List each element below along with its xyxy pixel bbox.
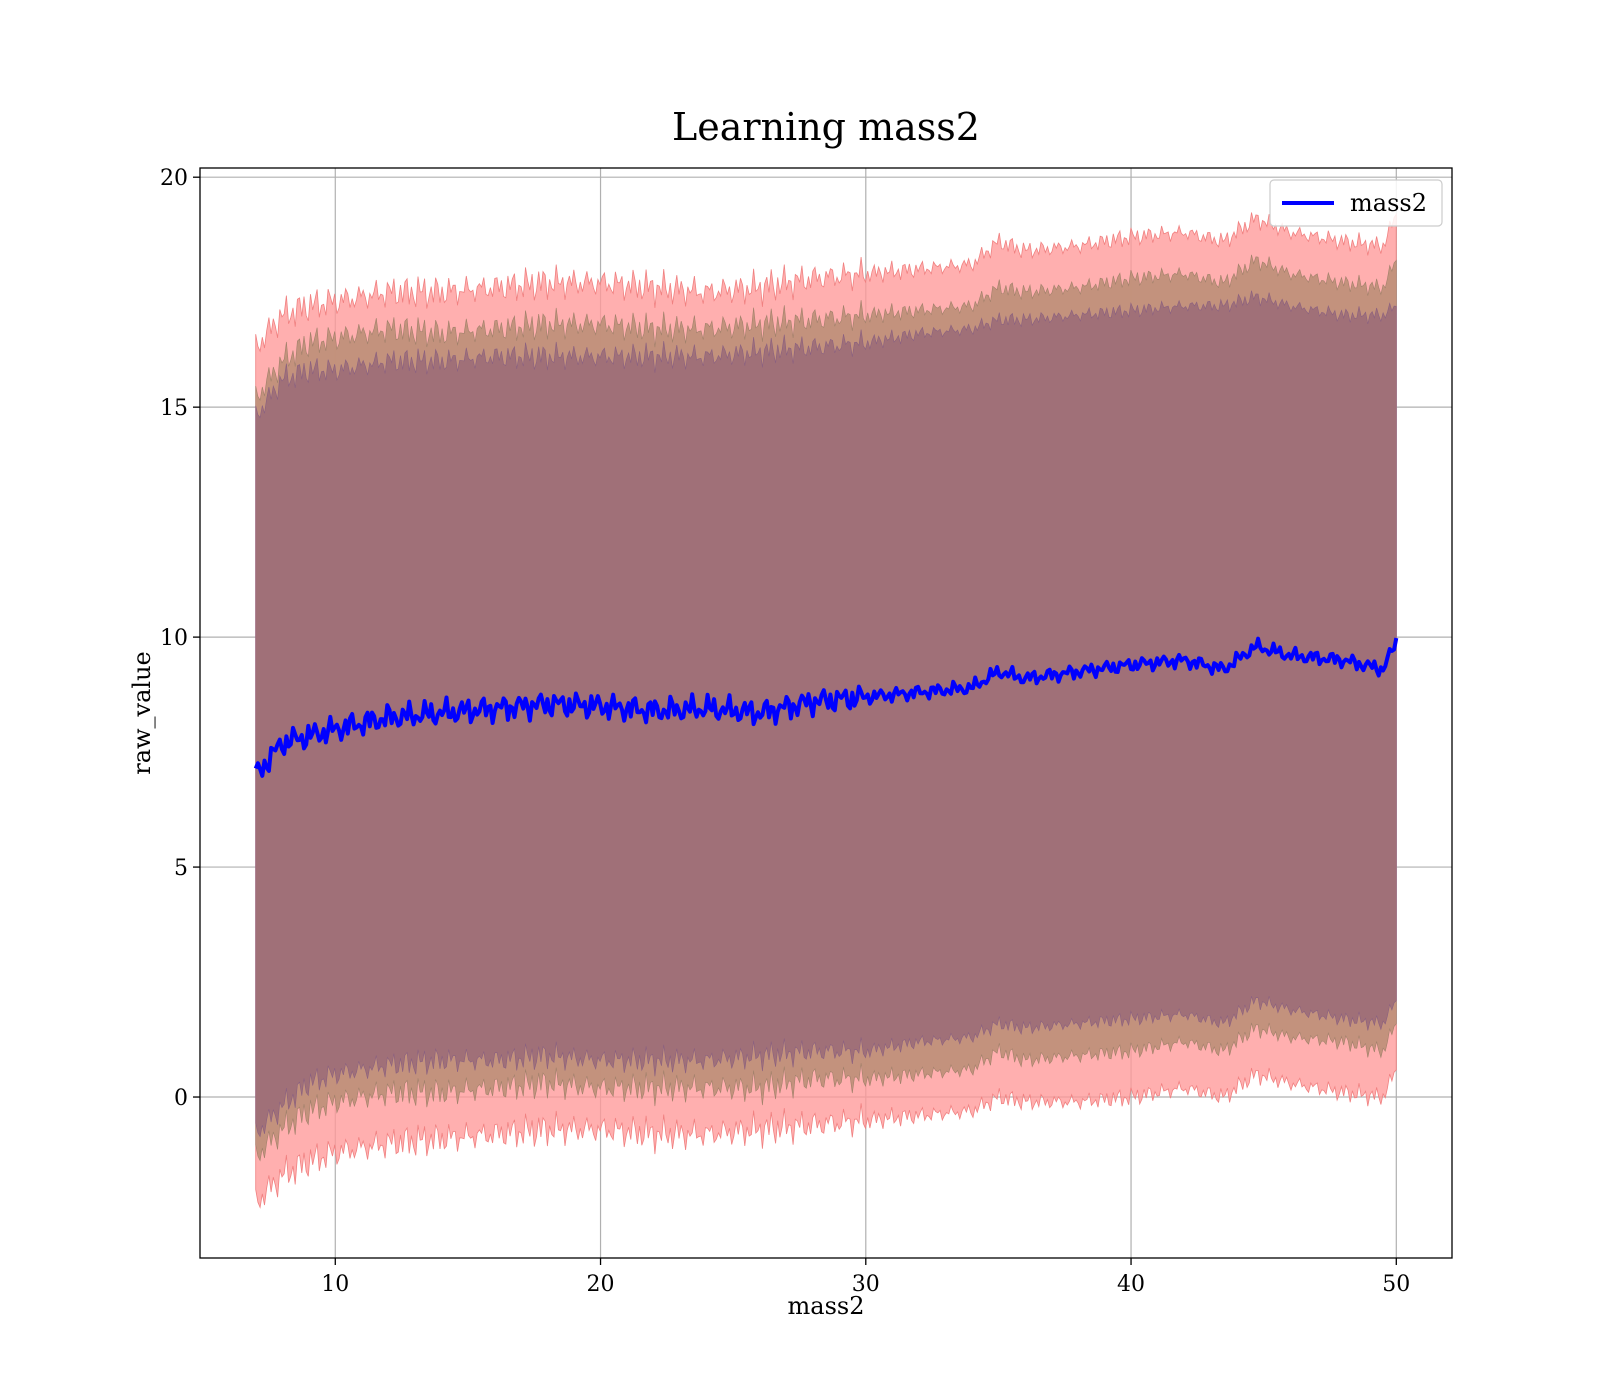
chart-title: Learning mass2	[672, 105, 980, 149]
legend: mass2	[1269, 179, 1443, 227]
x-tick-label: 50	[1382, 1272, 1410, 1297]
series-line-mass2	[253, 636, 1399, 778]
inner-band	[255, 290, 1397, 1138]
x-tick-label: 30	[852, 1272, 880, 1297]
y-tick-label: 0	[174, 1086, 188, 1111]
plot-area: 10 20 30 40 50 0 5 10 15 20	[160, 166, 1453, 1297]
x-tick-label: 40	[1117, 1272, 1145, 1297]
x-axis-label: mass2	[788, 1292, 865, 1320]
tick-marks: 10 20 30 40 50 0 5 10 15 20	[160, 166, 1410, 1297]
series-lines	[253, 636, 1399, 778]
y-tick-label: 15	[160, 396, 188, 421]
x-tick-label: 20	[587, 1272, 615, 1297]
legend-box	[1269, 179, 1443, 227]
legend-label-mass2: mass2	[1350, 189, 1427, 217]
plot-frame	[199, 167, 1453, 1259]
y-axis-label: raw_value	[128, 651, 156, 775]
y-tick-label: 20	[160, 166, 188, 191]
y-tick-label: 5	[174, 856, 188, 881]
x-tick-label: 10	[321, 1272, 349, 1297]
uncertainty-bands	[255, 212, 1397, 1209]
y-tick-label: 10	[160, 626, 188, 651]
